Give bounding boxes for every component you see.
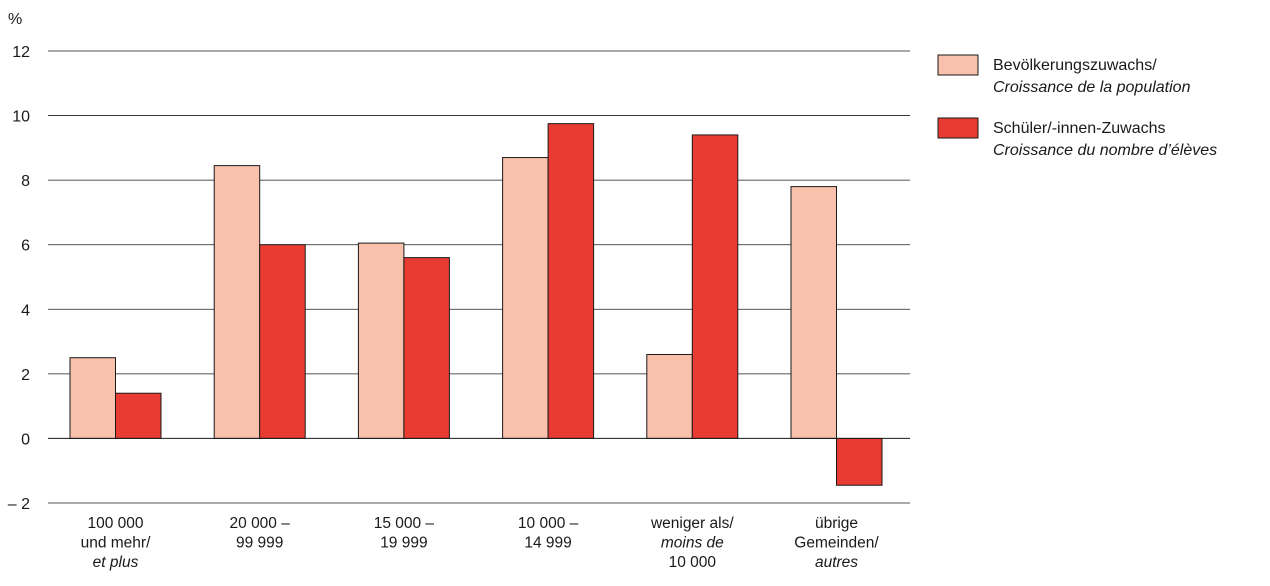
y-tick-label: 8: [21, 173, 30, 190]
x-category-label: übrige: [815, 515, 858, 532]
bar-pupils: [691, 134, 739, 439]
y-tick-label: 6: [21, 238, 30, 255]
bar-pupils: [836, 437, 883, 486]
x-category-label: und mehr/: [81, 535, 151, 552]
x-category-label: 10 000: [669, 554, 717, 571]
bars: [69, 123, 883, 486]
x-category-label: 20 000 –: [230, 515, 291, 532]
x-category-labels: 100 000 und mehr/et plus 20 000 – 99 999 15 …: [81, 515, 880, 571]
x-category-label: 19 999: [380, 535, 427, 552]
bar-population: [790, 186, 837, 439]
grid-lines: [48, 50, 910, 504]
bar-population: [357, 242, 405, 439]
bar-population: [646, 353, 693, 439]
bar-population: [69, 357, 116, 439]
bar-pupils: [115, 392, 162, 439]
bar-pupils: [259, 244, 306, 439]
legend-label: Croissance de la population: [993, 79, 1191, 96]
legend-label: Bevölkerungszuwachs/: [993, 57, 1157, 74]
x-category-label: autres: [815, 554, 858, 571]
bar-pupils: [547, 123, 595, 439]
x-category-label: 10 000 –: [518, 515, 579, 532]
y-tick-label: – 2: [8, 496, 30, 513]
x-category-label: weniger als/: [650, 515, 734, 532]
bar-population: [502, 157, 549, 439]
x-category-label: 100 000: [87, 515, 143, 532]
y-tick-label: 4: [21, 302, 30, 319]
y-tick-labels: – 2 0 2 4 6 8 10 12: [8, 44, 30, 513]
y-axis-unit-label: %: [8, 11, 22, 28]
y-tick-label: 12: [12, 44, 30, 61]
x-category-label: moins de: [661, 535, 724, 552]
x-category-label: et plus: [93, 554, 139, 571]
y-tick-label: 2: [21, 367, 30, 384]
y-tick-label: 0: [21, 431, 30, 448]
x-category-label: 99 999: [236, 535, 283, 552]
x-category-label: 15 000 –: [374, 515, 435, 532]
legend-swatch: [937, 54, 979, 76]
x-category-label: 14 999: [524, 535, 571, 552]
x-category-label: Gemeinden/: [794, 535, 879, 552]
legend: Bevölkerungszuwachs/Croissance de la pop…: [937, 54, 1217, 159]
y-tick-label: 10: [12, 109, 30, 126]
legend-label: Croissance du nombre d’élèves: [993, 142, 1217, 159]
legend-swatch: [937, 117, 979, 139]
bar-pupils: [403, 257, 450, 439]
bar-population: [213, 165, 261, 439]
legend-label: Schüler/-innen-Zuwachs: [993, 120, 1166, 137]
